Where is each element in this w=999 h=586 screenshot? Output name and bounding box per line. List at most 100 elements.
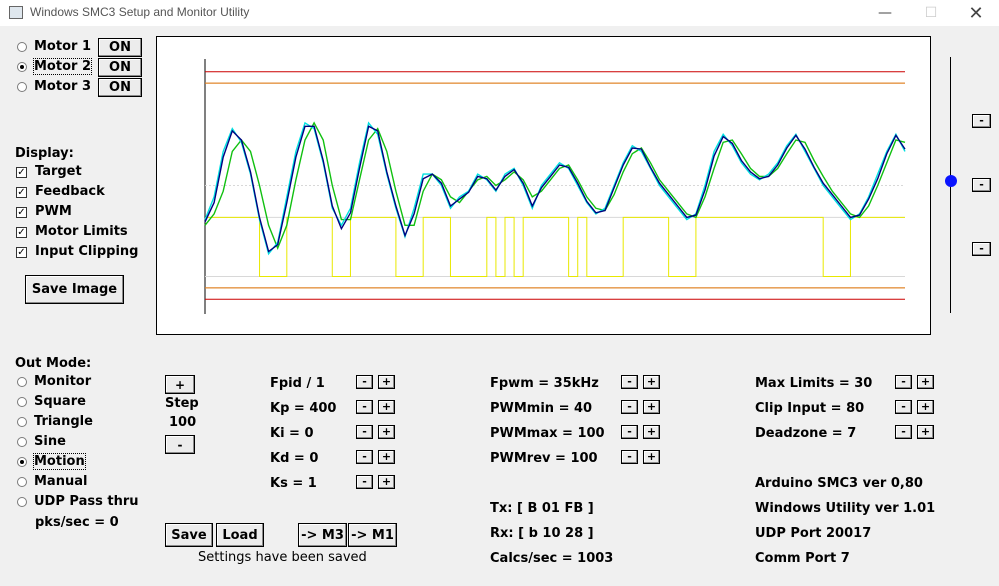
pwmmin-plus-button[interactable]: + xyxy=(643,400,660,414)
app-icon xyxy=(9,6,23,19)
maximize-button[interactable]: ☐ xyxy=(924,5,938,21)
motor-1-radio[interactable] xyxy=(17,42,27,52)
clip-input-minus-button[interactable]: - xyxy=(895,400,912,414)
rx-readout: Rx: [ b 10 28 ] xyxy=(490,526,594,541)
kp-minus-button[interactable]: - xyxy=(356,400,373,414)
pwmrev-minus-button[interactable]: - xyxy=(621,450,638,464)
motor-3-label: Motor 3 xyxy=(34,79,91,94)
slider-thumb[interactable] xyxy=(945,175,957,187)
monitor-chart xyxy=(156,36,931,335)
feedback-label: Feedback xyxy=(35,184,105,199)
fpid-label: Fpid / 1 xyxy=(270,376,325,391)
pwm-checkbox[interactable]: ✓ xyxy=(16,207,27,218)
max-limits-label: Max Limits = 30 xyxy=(755,376,873,391)
fpid-plus-button[interactable]: + xyxy=(378,375,395,389)
pwmmin-label: PWMmin = 40 xyxy=(490,401,593,416)
max-limits-minus-button[interactable]: - xyxy=(895,375,912,389)
pwmmax-minus-button[interactable]: - xyxy=(621,425,638,439)
display-heading: Display: xyxy=(15,146,74,161)
motor-2-on-button[interactable]: ON xyxy=(98,58,142,77)
pks-sec-readout: pks/sec = 0 xyxy=(35,515,119,530)
pwmmax-plus-button[interactable]: + xyxy=(643,425,660,439)
step-value: 100 xyxy=(169,415,197,430)
udp-port: UDP Port 20017 xyxy=(755,526,872,541)
pwmrev-label: PWMrev = 100 xyxy=(490,451,598,466)
feedback-checkbox[interactable]: ✓ xyxy=(16,187,27,198)
motor-1-on-button[interactable]: ON xyxy=(98,38,142,57)
chart-series-2 xyxy=(204,121,906,250)
motor-2-label: Motor 2 xyxy=(33,58,92,75)
mode-motion-label: Motion xyxy=(33,453,86,470)
step-plus-button[interactable]: + xyxy=(165,375,195,394)
chart-series-1 xyxy=(204,125,906,253)
copy-to-m1-button[interactable]: -> M1 xyxy=(348,523,397,547)
deadzone-label: Deadzone = 7 xyxy=(755,426,857,441)
clip-input-label: Clip Input = 80 xyxy=(755,401,865,416)
motor-2-radio[interactable] xyxy=(17,62,27,72)
calcs-readout: Calcs/sec = 1003 xyxy=(490,551,614,566)
motor-3-radio[interactable] xyxy=(17,82,27,92)
save-button[interactable]: Save xyxy=(165,523,213,547)
ks-label: Ks = 1 xyxy=(270,476,317,491)
mode-manual-label: Manual xyxy=(34,474,88,489)
target-checkbox[interactable]: ✓ xyxy=(16,167,27,178)
input-clipping-label: Input Clipping xyxy=(35,244,139,259)
clip-input-plus-button[interactable]: + xyxy=(917,400,934,414)
fpid-minus-button[interactable]: - xyxy=(356,375,373,389)
ki-minus-button[interactable]: - xyxy=(356,425,373,439)
mode-motion-radio[interactable] xyxy=(17,457,27,467)
pwm-label: PWM xyxy=(35,204,72,219)
slider-upper-button[interactable]: - xyxy=(972,114,991,128)
motor-limits-checkbox[interactable]: ✓ xyxy=(16,227,27,238)
target-label: Target xyxy=(35,164,82,179)
mode-triangle-radio[interactable] xyxy=(17,417,27,427)
step-label: Step xyxy=(165,396,199,411)
step-minus-button[interactable]: - xyxy=(165,435,195,454)
mode-udp-radio[interactable] xyxy=(17,497,27,507)
mode-monitor-radio[interactable] xyxy=(17,377,27,387)
mode-sine-radio[interactable] xyxy=(17,437,27,447)
pwmmax-label: PWMmax = 100 xyxy=(490,426,605,441)
utility-version: Windows Utility ver 1.01 xyxy=(755,501,936,516)
arduino-version: Arduino SMC3 ver 0,80 xyxy=(755,476,923,491)
copy-to-m3-button[interactable]: -> M3 xyxy=(298,523,347,547)
deadzone-plus-button[interactable]: + xyxy=(917,425,934,439)
status-text: Settings have been saved xyxy=(198,550,367,565)
fpwm-plus-button[interactable]: + xyxy=(643,375,660,389)
kp-plus-button[interactable]: + xyxy=(378,400,395,414)
motor-3-on-button[interactable]: ON xyxy=(98,78,142,97)
fpwm-label: Fpwm = 35kHz xyxy=(490,376,599,391)
input-clipping-checkbox[interactable]: ✓ xyxy=(16,247,27,258)
ks-plus-button[interactable]: + xyxy=(378,475,395,489)
deadzone-minus-button[interactable]: - xyxy=(895,425,912,439)
mode-manual-radio[interactable] xyxy=(17,477,27,487)
comm-port: Comm Port 7 xyxy=(755,551,850,566)
kd-label: Kd = 0 xyxy=(270,451,319,466)
mode-sine-label: Sine xyxy=(34,434,66,449)
title-bar: Windows SMC3 Setup and Monitor Utility —… xyxy=(0,0,999,26)
slider-lower-button[interactable]: - xyxy=(972,242,991,256)
pwmrev-plus-button[interactable]: + xyxy=(643,450,660,464)
ks-minus-button[interactable]: - xyxy=(356,475,373,489)
max-limits-plus-button[interactable]: + xyxy=(917,375,934,389)
save-image-button[interactable]: Save Image xyxy=(25,275,124,304)
kd-minus-button[interactable]: - xyxy=(356,450,373,464)
mode-triangle-label: Triangle xyxy=(34,414,93,429)
motor-1-label: Motor 1 xyxy=(34,39,91,54)
chart-series-3 xyxy=(205,216,905,277)
tx-readout: Tx: [ B 01 FB ] xyxy=(490,501,594,516)
motor-limits-label: Motor Limits xyxy=(35,224,128,239)
load-button[interactable]: Load xyxy=(216,523,264,547)
out-mode-heading: Out Mode: xyxy=(15,356,92,371)
mode-udp-label: UDP Pass thru xyxy=(34,494,139,509)
minimize-button[interactable]: — xyxy=(878,5,892,21)
ki-plus-button[interactable]: + xyxy=(378,425,395,439)
window-title: Windows SMC3 Setup and Monitor Utility xyxy=(30,5,250,19)
close-button[interactable]: ✕ xyxy=(968,2,984,24)
kp-label: Kp = 400 xyxy=(270,401,337,416)
pwmmin-minus-button[interactable]: - xyxy=(621,400,638,414)
kd-plus-button[interactable]: + xyxy=(378,450,395,464)
mode-square-radio[interactable] xyxy=(17,397,27,407)
fpwm-minus-button[interactable]: - xyxy=(621,375,638,389)
slider-middle-button[interactable]: - xyxy=(972,178,991,192)
